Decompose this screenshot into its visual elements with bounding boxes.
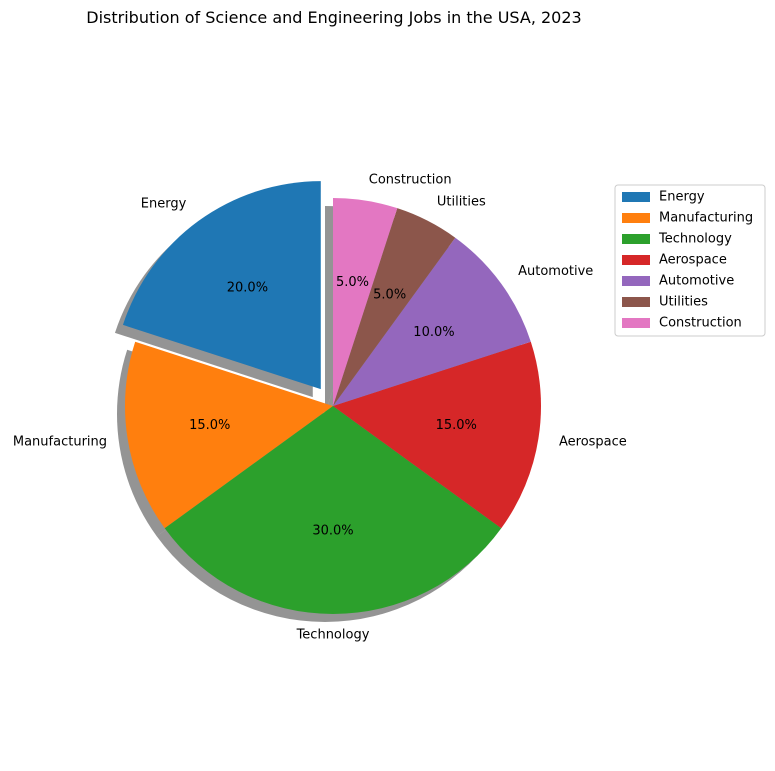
legend-label: Energy	[659, 190, 705, 205]
percent-label-manufacturing: 15.0%	[189, 418, 230, 433]
slice-manufacturing	[125, 341, 333, 529]
slice-label-energy: Energy	[141, 197, 187, 212]
percent-label-energy: 20.0%	[227, 281, 268, 296]
slice-construction	[333, 198, 398, 406]
legend-swatch	[622, 318, 650, 328]
legend-swatch	[622, 192, 650, 202]
slice-label-utilities: Utilities	[437, 195, 486, 210]
legend-swatch	[622, 213, 650, 223]
pie-slices	[122, 181, 541, 614]
legend: Energy Manufacturing Technology Aerospace Au…	[614, 184, 766, 337]
slice-utilities	[333, 208, 456, 406]
legend-swatch	[622, 276, 650, 286]
slice-label-aerospace: Aerospace	[559, 434, 627, 449]
pie-labels: Energy Manufacturing Technology Aerospace Au…	[13, 173, 627, 643]
percent-label-automotive: 10.0%	[413, 325, 454, 340]
slice-aerospace	[333, 341, 541, 529]
legend-frame	[614, 184, 766, 337]
slice-label-automotive: Automotive	[518, 264, 593, 279]
legend-item-energy: Energy	[622, 190, 705, 205]
percent-label-construction: 5.0%	[336, 275, 369, 290]
slice-energy	[122, 181, 321, 390]
percent-label-technology: 30.0%	[312, 523, 353, 538]
legend-swatch	[622, 297, 650, 307]
legend-items: Energy Manufacturing Technology Aerospace Au…	[622, 190, 753, 331]
slice-label-construction: Construction	[369, 173, 452, 188]
slice-label-manufacturing: Manufacturing	[13, 434, 107, 449]
pie-percent-labels: 20.0% 15.0% 30.0% 15.0% 10.0% 5.0% 5.0%	[189, 275, 477, 538]
legend-swatch	[622, 255, 650, 265]
legend-label: Aerospace	[659, 253, 727, 268]
slice-automotive	[333, 237, 531, 406]
legend-label: Utilities	[659, 295, 708, 310]
slice-technology	[164, 406, 502, 614]
legend-label: Manufacturing	[659, 211, 753, 226]
percent-label-utilities: 5.0%	[373, 287, 406, 302]
legend-item-construction: Construction	[622, 316, 742, 331]
chart-title: Distribution of Science and Engineering …	[86, 8, 581, 27]
legend-item-manufacturing: Manufacturing	[622, 211, 753, 226]
legend-item-technology: Technology	[622, 232, 732, 247]
legend-label: Automotive	[659, 274, 734, 289]
legend-label: Technology	[658, 232, 732, 247]
legend-swatch	[622, 234, 650, 244]
legend-item-utilities: Utilities	[622, 295, 708, 310]
legend-label: Construction	[659, 316, 742, 331]
legend-item-aerospace: Aerospace	[622, 253, 727, 268]
slice-label-technology: Technology	[296, 627, 370, 642]
legend-item-automotive: Automotive	[622, 274, 734, 289]
percent-label-aerospace: 15.0%	[436, 418, 477, 433]
